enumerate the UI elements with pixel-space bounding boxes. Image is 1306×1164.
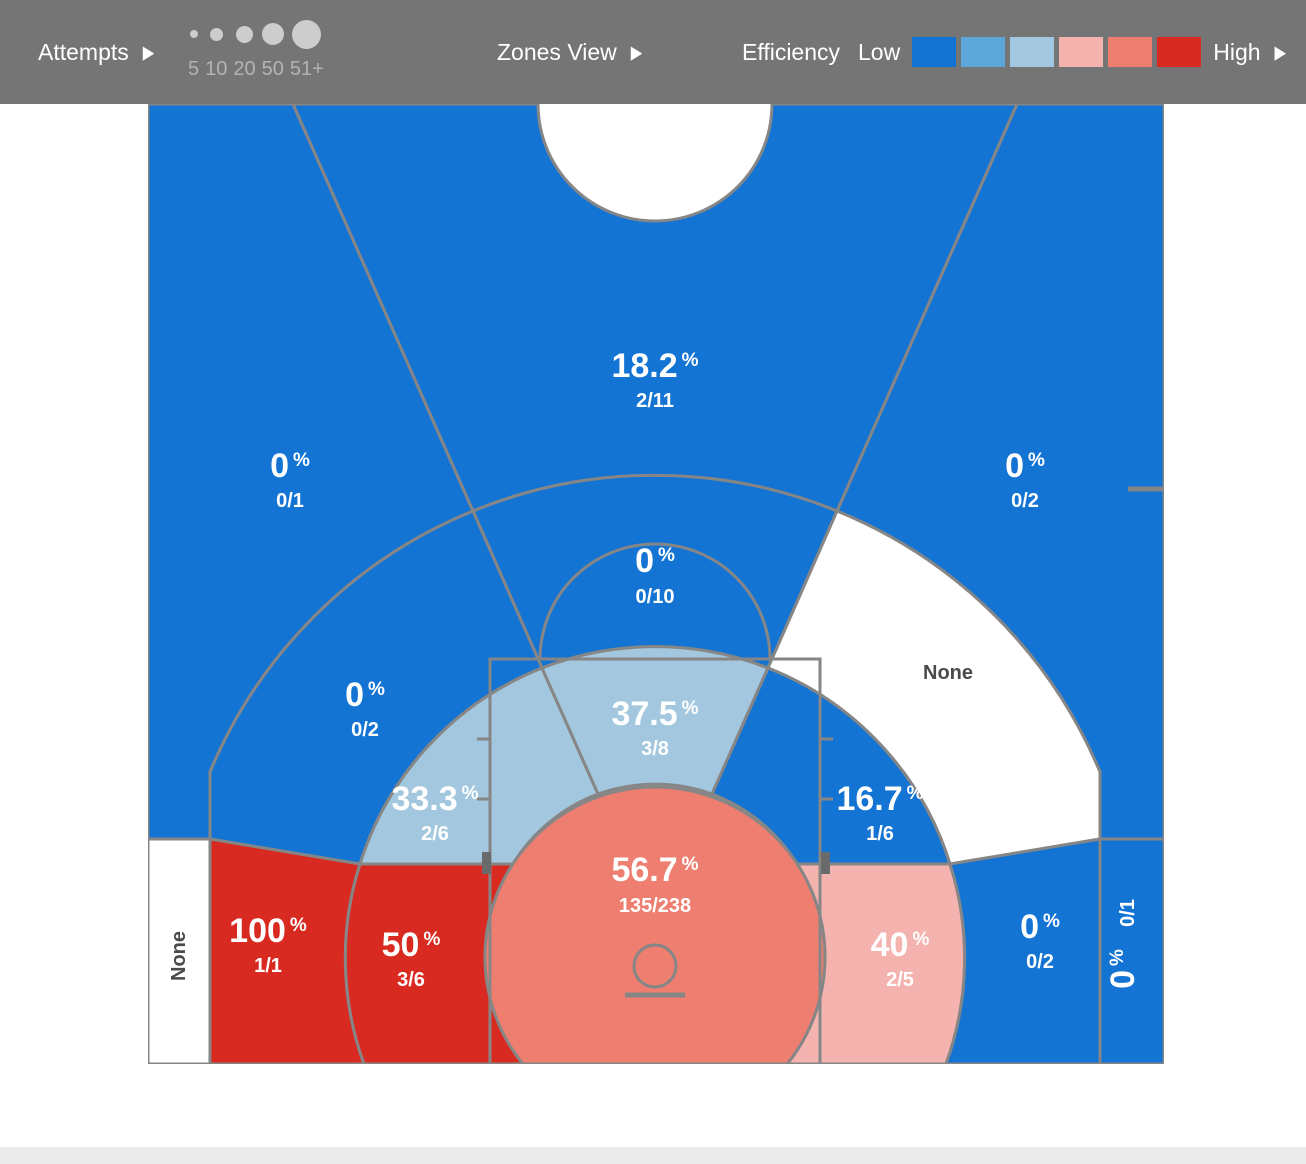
efficiency-swatch-1 xyxy=(912,37,957,67)
attempts-dot-icon xyxy=(236,25,253,43)
attempts-scale-label: 10 xyxy=(205,58,228,80)
attempts-scale-step: 50 xyxy=(262,14,284,81)
efficiency-label: Efficiency xyxy=(742,38,841,65)
svg-text:100%: 100% xyxy=(229,912,307,950)
svg-text:1/1: 1/1 xyxy=(254,955,282,977)
efficiency-color-scale xyxy=(912,37,1202,67)
zone-rim-label: 56.7% 135/238 xyxy=(611,851,698,917)
svg-text:18.2%: 18.2% xyxy=(611,347,698,385)
lane-block-mark xyxy=(821,852,830,874)
efficiency-low-label: Low xyxy=(858,38,901,65)
attempts-dot-icon xyxy=(261,23,284,45)
zone-left-mid-label: 0% 0/2 xyxy=(345,676,385,741)
svg-text:40%: 40% xyxy=(871,926,930,964)
svg-text:33.3%: 33.3% xyxy=(391,780,478,818)
svg-text:0%: 0% xyxy=(345,676,385,714)
attempts-scale-label: 20 xyxy=(233,58,256,80)
svg-text:2/6: 2/6 xyxy=(421,823,449,845)
attempts-control[interactable]: Attempts ▶ xyxy=(38,0,154,104)
zone-right-baseline-mid[interactable] xyxy=(944,837,1102,1064)
attempts-dot-icon xyxy=(209,27,223,41)
attempts-scale: 5 10 20 50 51+ xyxy=(188,14,324,81)
zone-top-paint[interactable] xyxy=(540,645,770,796)
svg-text:0/1: 0/1 xyxy=(276,490,304,512)
svg-text:2/11: 2/11 xyxy=(636,390,674,412)
attempts-scale-step: 20 xyxy=(233,14,256,81)
zone-left-low-label: 50% 3/6 xyxy=(382,926,441,991)
svg-text:0%: 0% xyxy=(270,447,310,485)
svg-text:None: None xyxy=(168,931,190,981)
svg-text:16.7%: 16.7% xyxy=(836,780,923,818)
svg-text:0/2: 0/2 xyxy=(1011,490,1039,512)
zone-rim[interactable] xyxy=(483,785,827,1064)
zones-view-control[interactable]: Zones View ▶ xyxy=(497,0,642,104)
zones-view-label: Zones View xyxy=(497,38,617,65)
zone-right-corner-label: 0% 0/1 xyxy=(1104,899,1142,989)
court-markings xyxy=(477,104,1164,1064)
efficiency-legend: Efficiency Low High ▶ xyxy=(742,0,1286,104)
attempts-label: Attempts xyxy=(38,38,129,65)
bottom-scroll-strip xyxy=(0,1147,1306,1164)
zone-right-mid-none-label: None xyxy=(923,662,973,684)
attempts-dot-icon xyxy=(189,30,198,38)
zone-right-elbow-label: 16.7% 1/6 xyxy=(836,780,923,845)
svg-text:3/8: 3/8 xyxy=(641,738,669,760)
chevron-right-icon[interactable]: ▶ xyxy=(630,42,643,64)
shot-chart-court: 18.2% 2/11 0% 0/1 0% 0/2 0% 0/10 0% xyxy=(148,104,1164,1064)
zones-layer xyxy=(148,104,1164,1064)
attempts-dot-icon xyxy=(292,19,322,49)
attempts-scale-step: 5 xyxy=(188,14,199,81)
zone-right-baseline-label: 0% 0/2 xyxy=(1020,908,1060,973)
lane-block-mark xyxy=(482,852,491,874)
efficiency-swatch-4 xyxy=(1059,37,1104,67)
attempts-scale-label: 5 xyxy=(188,58,200,80)
svg-text:56.7%: 56.7% xyxy=(611,851,698,889)
svg-text:50%: 50% xyxy=(382,926,441,964)
zone-left-wing-3-label: 0% 0/1 xyxy=(270,447,310,512)
attempts-scale-label: 51+ xyxy=(289,58,324,80)
chevron-right-icon[interactable]: ▶ xyxy=(142,42,155,64)
svg-text:0/2: 0/2 xyxy=(351,719,379,741)
zone-left-baseline-label: 100% 1/1 xyxy=(229,912,307,977)
zone-left-elbow-label: 33.3% 2/6 xyxy=(391,780,478,845)
half-court-circle xyxy=(536,104,774,223)
zone-top-mid-label: 0% 0/10 xyxy=(635,542,675,608)
zone-left-baseline-mid[interactable] xyxy=(208,837,366,1064)
svg-text:2/5: 2/5 xyxy=(886,969,914,991)
svg-text:0/2: 0/2 xyxy=(1026,951,1054,973)
svg-text:3/6: 3/6 xyxy=(397,969,425,991)
efficiency-swatch-5 xyxy=(1108,37,1153,67)
zone-left-corner-none-label: None xyxy=(168,931,190,981)
efficiency-swatch-6 xyxy=(1157,37,1202,67)
rim-icon xyxy=(632,943,678,989)
attempts-scale-label: 50 xyxy=(261,58,284,80)
court-svg: 18.2% 2/11 0% 0/1 0% 0/2 0% 0/10 0% xyxy=(148,104,1164,1064)
svg-text:0%: 0% xyxy=(1104,949,1142,989)
chevron-right-icon[interactable]: ▶ xyxy=(1274,42,1287,64)
zone-top-paint-label: 37.5% 3/8 xyxy=(611,695,698,760)
attempts-scale-step: 51+ xyxy=(290,14,324,81)
svg-text:37.5%: 37.5% xyxy=(611,695,698,733)
svg-text:0%: 0% xyxy=(1020,908,1060,946)
efficiency-high-label: High xyxy=(1213,38,1261,65)
toolbar: Attempts ▶ 5 10 20 50 51+ xyxy=(0,0,1306,104)
zone-right-low-label: 40% 2/5 xyxy=(871,926,930,991)
svg-text:0%: 0% xyxy=(1005,447,1045,485)
free-throw-circle xyxy=(538,542,772,660)
svg-text:0/10: 0/10 xyxy=(636,586,675,608)
efficiency-swatch-2 xyxy=(961,37,1006,67)
attempts-scale-step: 10 xyxy=(205,14,227,81)
svg-text:0%: 0% xyxy=(635,542,675,580)
zone-top-3-label: 18.2% 2/11 xyxy=(611,347,698,412)
zone-right-wing-3-label: 0% 0/2 xyxy=(1005,447,1045,512)
svg-text:1/6: 1/6 xyxy=(866,823,894,845)
efficiency-swatch-3 xyxy=(1010,37,1055,67)
zone-right-elbow[interactable] xyxy=(710,666,952,866)
svg-text:135/238: 135/238 xyxy=(619,895,691,917)
zone-labels: 18.2% 2/11 0% 0/1 0% 0/2 0% 0/10 0% xyxy=(168,347,1142,991)
svg-text:None: None xyxy=(923,662,973,684)
svg-text:0/1: 0/1 xyxy=(1117,899,1139,927)
